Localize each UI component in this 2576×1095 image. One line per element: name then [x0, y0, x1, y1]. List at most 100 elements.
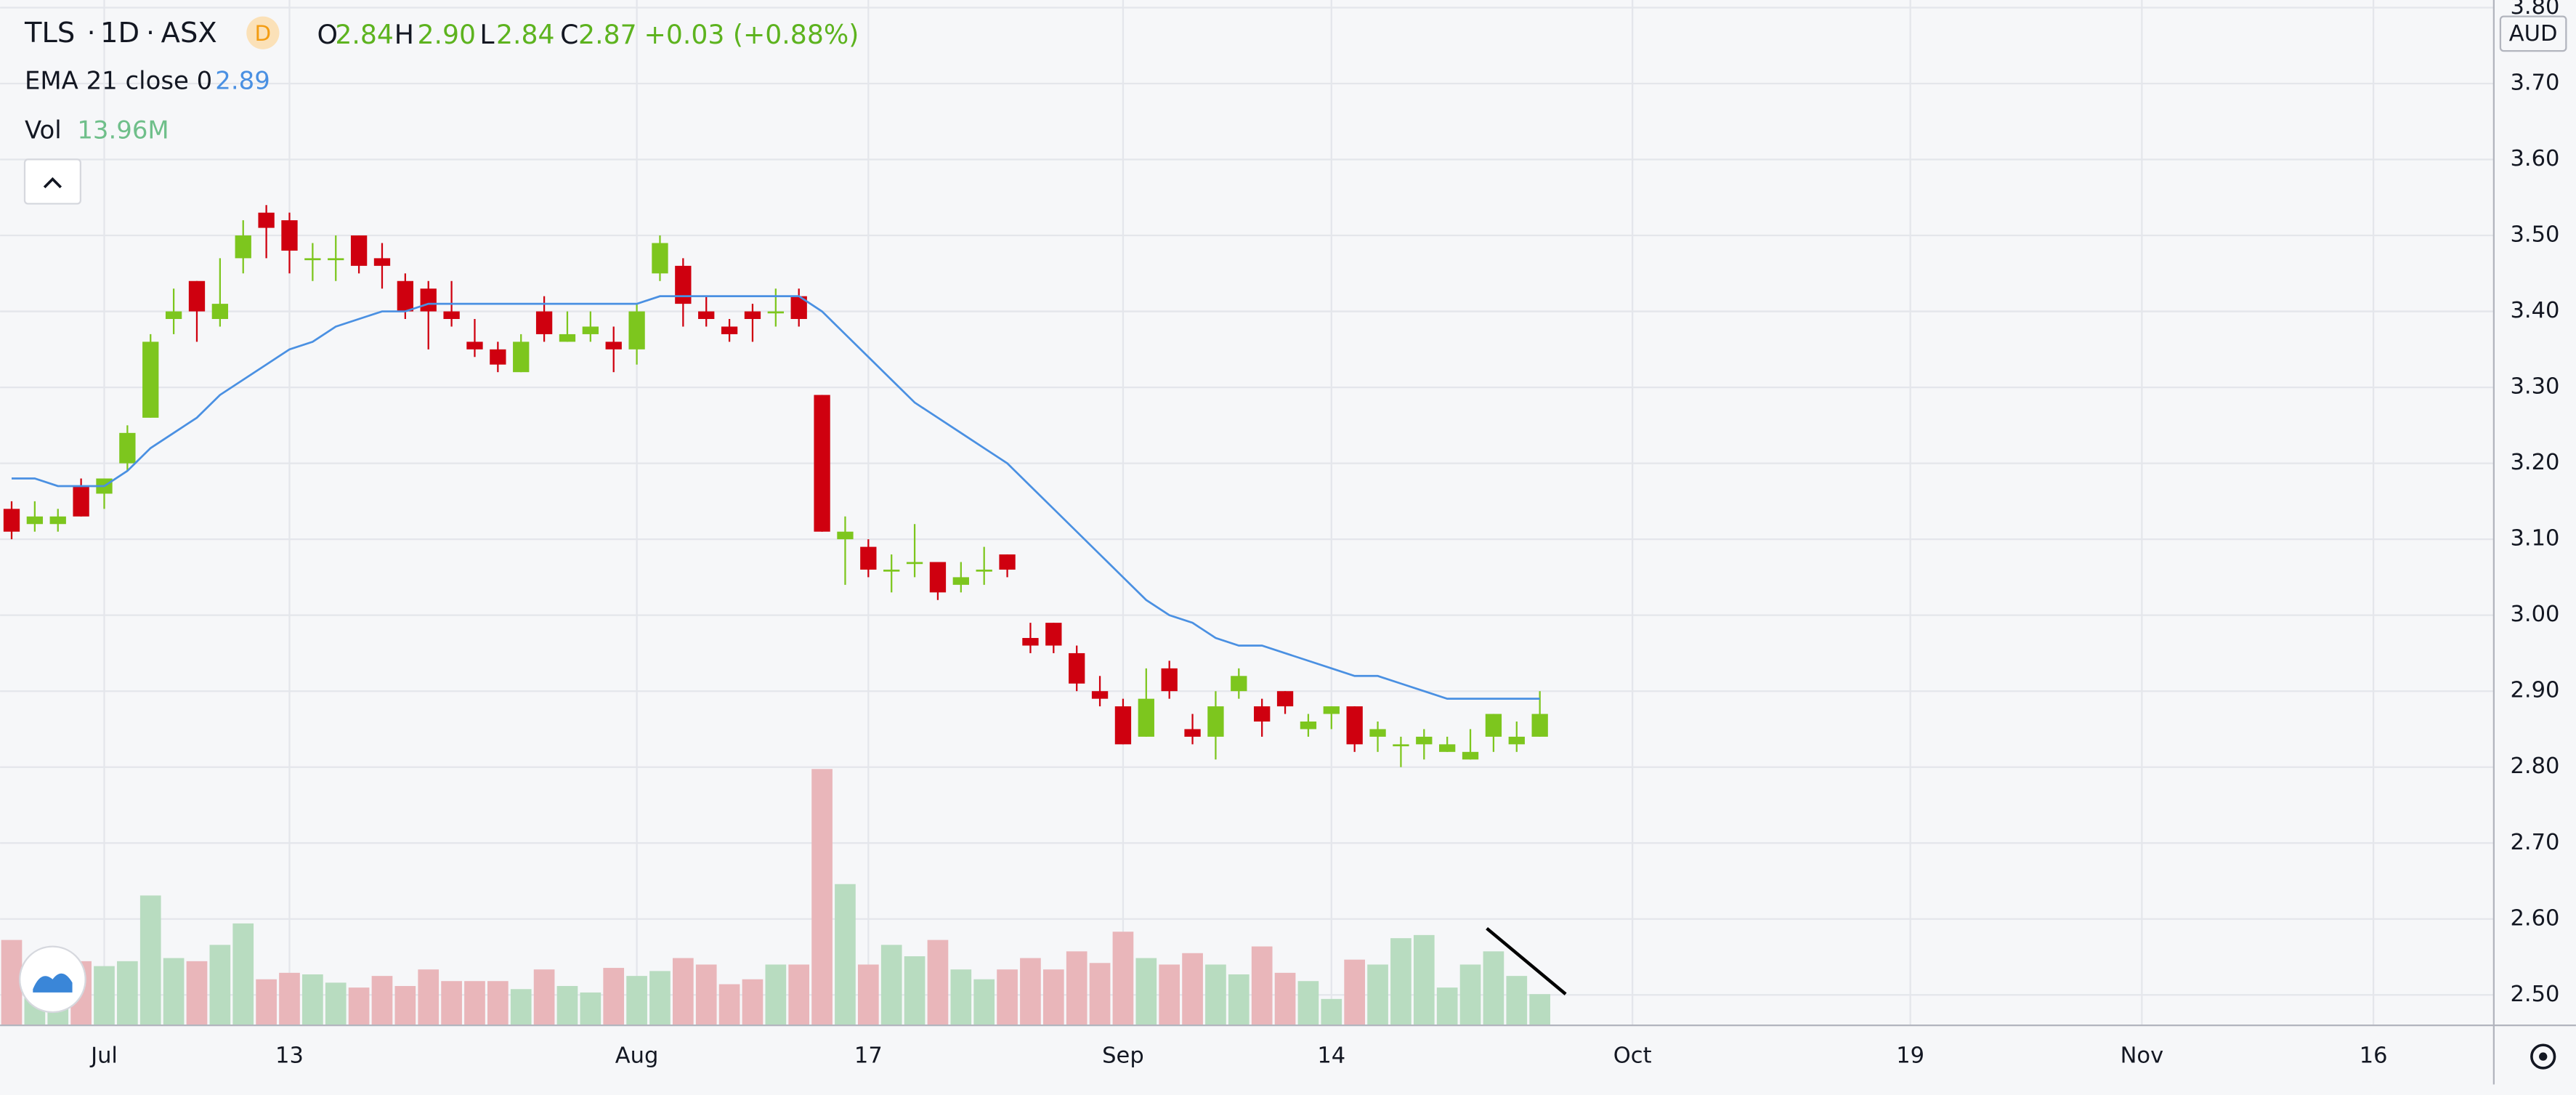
- candle-body: [721, 326, 738, 334]
- volume-bar: [765, 964, 787, 1026]
- candle-body: [443, 311, 460, 320]
- volume-bar: [672, 958, 694, 1026]
- x-tick-label: 13: [275, 1043, 304, 1069]
- ema-line: [11, 295, 1540, 700]
- volume-bar: [1135, 958, 1157, 1026]
- high-key: H: [394, 19, 414, 50]
- volume-bar: [394, 985, 416, 1026]
- volume-bar: [1182, 953, 1203, 1026]
- candle-body: [1207, 706, 1224, 737]
- x-tick-label: 14: [1317, 1043, 1345, 1069]
- candle-body: [952, 577, 969, 585]
- volume-pane: [1, 769, 1551, 1026]
- currency: AUD: [2509, 21, 2558, 47]
- collapse-button[interactable]: [23, 158, 81, 205]
- candle-body: [906, 562, 923, 565]
- candle-body: [744, 311, 761, 320]
- candle-body: [814, 395, 830, 532]
- candle-body: [211, 304, 229, 320]
- low-key: L: [479, 19, 494, 50]
- exchange: ASX: [161, 17, 217, 49]
- currency-box: [2499, 15, 2567, 52]
- volume-bar: [1529, 994, 1551, 1026]
- volume-bar: [256, 979, 277, 1026]
- candle-body: [3, 509, 20, 532]
- volume-bar: [1390, 938, 1411, 1026]
- candle-body: [49, 516, 66, 525]
- y-tick-label: 3.60: [2510, 146, 2559, 171]
- volume-bar: [533, 969, 555, 1026]
- candle-body: [652, 243, 668, 274]
- candle-body: [281, 220, 298, 251]
- volume-bar: [1042, 969, 1064, 1026]
- volume-bar: [1483, 951, 1504, 1026]
- candle-body: [258, 212, 275, 228]
- candle-body: [929, 562, 947, 593]
- candle-body: [1161, 668, 1178, 692]
- settings-icon[interactable]: [2530, 1043, 2556, 1070]
- volume-bar: [1297, 981, 1319, 1026]
- volume-bar: [348, 987, 370, 1026]
- candle-body: [1508, 736, 1525, 745]
- vol-value: 13.96M: [77, 116, 169, 144]
- ema-value: 2.89: [215, 67, 270, 95]
- volume-bar: [464, 981, 485, 1026]
- y-tick-label: 3.30: [2510, 374, 2559, 400]
- candle-body: [73, 485, 89, 517]
- candle-body: [373, 258, 391, 266]
- volume-bar: [649, 971, 671, 1026]
- x-tick-label: 16: [2360, 1043, 2388, 1069]
- volume-bar: [742, 979, 764, 1026]
- candle-body: [397, 280, 414, 312]
- grid: [0, 0, 2494, 1026]
- close-value: 2.87: [578, 19, 637, 50]
- x-tick-label: Sep: [1102, 1043, 1144, 1069]
- volume-bar: [580, 992, 602, 1026]
- volume-bar: [1020, 958, 1041, 1026]
- y-tick-label: 3.20: [2510, 450, 2559, 475]
- candle-body: [1276, 691, 1294, 707]
- volume-bar: [973, 979, 995, 1026]
- badge-circle: [246, 16, 280, 49]
- candle-body: [328, 258, 344, 261]
- candle-body: [582, 326, 599, 334]
- candle-body: [142, 342, 159, 418]
- axes: 2.50 2.60 2.70 2.80 2.90 3.00 3.10 3.20 3.30 3.40…: [89, 0, 2559, 1069]
- volume-bar: [163, 958, 185, 1026]
- candle-body: [1416, 736, 1433, 745]
- high-value: 2.90: [417, 19, 476, 50]
- candle-body: [860, 546, 877, 570]
- volume-bar: [487, 981, 509, 1026]
- volume-bar: [927, 940, 949, 1026]
- volume-bar: [1159, 964, 1180, 1026]
- volume-bar: [186, 961, 208, 1026]
- candle-body: [790, 296, 807, 320]
- candle-body: [304, 258, 321, 261]
- candle-body: [1091, 691, 1109, 699]
- volume-bar: [1321, 998, 1342, 1026]
- volume-bar: [1205, 964, 1226, 1026]
- volume-bar: [1344, 959, 1366, 1026]
- candle-body: [165, 311, 182, 320]
- candle-body: [1300, 722, 1317, 730]
- volume-bar: [232, 923, 254, 1026]
- volume-bar: [1228, 974, 1249, 1026]
- settings-icon-center: [2539, 1052, 2548, 1061]
- low-value: 2.84: [496, 19, 555, 50]
- candle-body: [1462, 751, 1479, 760]
- candle-body: [675, 265, 692, 304]
- volume-bar: [325, 982, 347, 1026]
- volume-bar: [880, 945, 902, 1026]
- candle-body: [559, 334, 576, 342]
- volume-bar: [139, 895, 161, 1026]
- y-tick-label: 2.90: [2510, 678, 2559, 703]
- candle-body: [490, 349, 506, 365]
- candle-body: [605, 342, 622, 349]
- volume-bar: [302, 974, 323, 1026]
- candle-body: [1393, 744, 1409, 747]
- close-key: C: [560, 19, 578, 50]
- candle-body: [1369, 729, 1386, 737]
- candle-body: [883, 569, 900, 572]
